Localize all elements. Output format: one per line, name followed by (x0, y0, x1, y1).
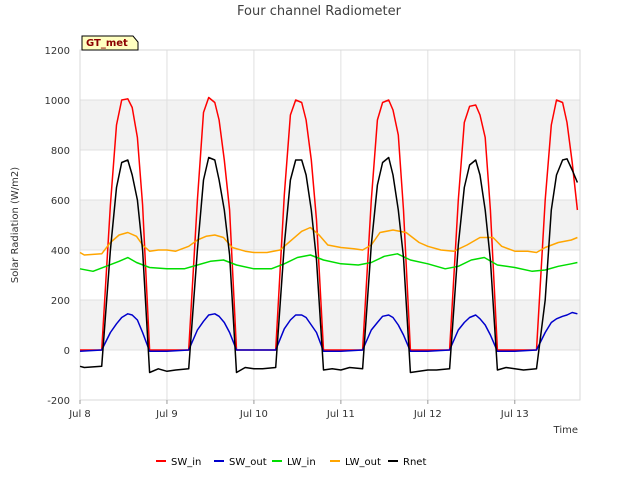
plot-band (80, 100, 580, 150)
x-tick-label: Jul 9 (155, 409, 178, 420)
x-tick-label: Jul 10 (239, 409, 268, 420)
y-tick-label: 600 (51, 196, 70, 207)
y-axis-ticks: -200 0 200 400 600 800 1000 1200 (45, 46, 70, 407)
site-badge-label: GT_met (86, 38, 128, 49)
series-line-lw-out (79, 226, 578, 256)
x-axis-label: Time (553, 425, 578, 436)
y-tick-label: 1200 (45, 46, 70, 57)
y-tick-label: 400 (51, 246, 70, 257)
legend-label: LW_in (287, 457, 316, 468)
grid-lines (79, 49, 580, 401)
series-line-rnet (79, 156, 579, 374)
y-tick-label: 0 (64, 346, 70, 357)
y-tick-label: -200 (47, 396, 70, 407)
y-tick-label: 800 (51, 146, 70, 157)
legend-label: SW_out (229, 457, 267, 468)
x-axis-ticks: Jul 8 Jul 9 Jul 10 Jul 11 Jul 12 Jul 13 (68, 400, 529, 420)
y-axis-label: Solar Radiation (W/m2) (10, 167, 21, 283)
site-badge: GT_met (81, 35, 139, 51)
series-line-sw-out (79, 311, 578, 353)
series-line-lw-in (79, 253, 578, 273)
legend: SW_in SW_out LW_in LW_out Rnet (156, 457, 426, 468)
legend-label: Rnet (403, 457, 426, 468)
y-tick-label: 1000 (45, 96, 70, 107)
x-tick-label: Jul 12 (413, 409, 442, 420)
x-tick-label: Jul 8 (68, 409, 91, 420)
legend-label: LW_out (345, 457, 381, 468)
plot-background (80, 100, 580, 350)
x-tick-label: Jul 11 (326, 409, 355, 420)
y-tick-label: 200 (51, 296, 70, 307)
site-badge-shape (81, 35, 139, 51)
plot-band (80, 300, 580, 350)
chart-title: Four channel Radiometer (237, 4, 402, 19)
plot-band (80, 200, 580, 250)
plot-frame (79, 49, 581, 401)
x-tick-label: Jul 13 (500, 409, 529, 420)
data-series (79, 96, 579, 374)
legend-label: SW_in (171, 457, 201, 468)
